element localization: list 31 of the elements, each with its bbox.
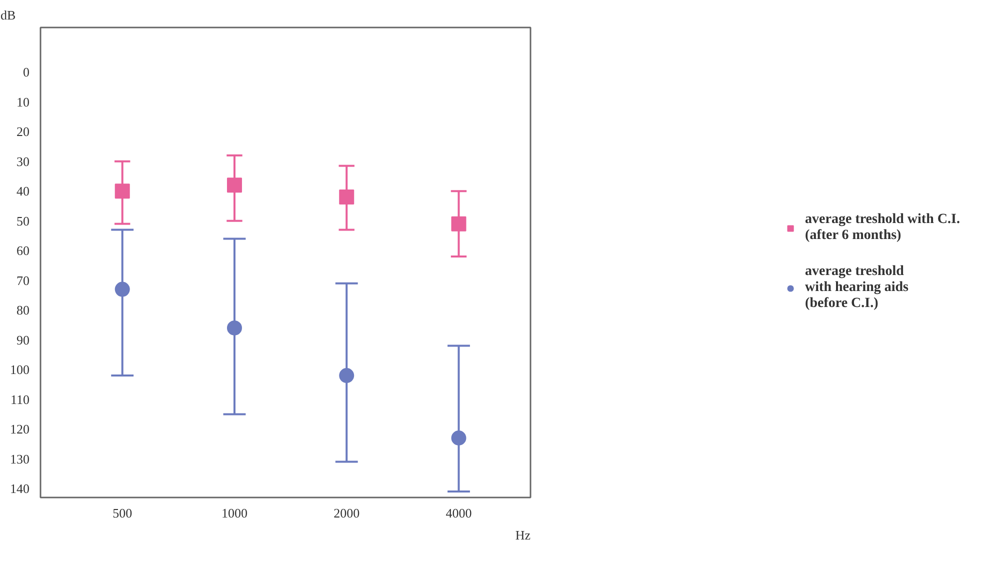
y-tick-label: 140 bbox=[10, 481, 30, 496]
y-tick-label: 60 bbox=[16, 243, 30, 258]
y-tick-label: 70 bbox=[16, 272, 30, 288]
x-tick-label: 500 bbox=[112, 506, 132, 520]
y-tick-label: 10 bbox=[16, 94, 30, 110]
y-tick-label: 50 bbox=[16, 213, 30, 228]
y-tick-label: 100 bbox=[10, 362, 30, 378]
legend-label: average treshold with C.I. (after 6 months) bbox=[805, 212, 960, 244]
y-tick-label: 30 bbox=[16, 154, 30, 169]
y-tick-label: 110 bbox=[10, 392, 30, 407]
point bbox=[451, 216, 466, 232]
y-tick-label: 0 bbox=[23, 64, 30, 80]
x-axis-title: Hz bbox=[515, 528, 531, 542]
x-tick-label: 4000 bbox=[446, 506, 472, 520]
point bbox=[451, 430, 466, 446]
y-tick-label: 40 bbox=[16, 184, 30, 199]
x-tick-label: 2000 bbox=[334, 506, 360, 520]
point bbox=[226, 320, 242, 336]
point bbox=[114, 184, 130, 199]
point bbox=[226, 178, 242, 193]
x-tick-label: 1000 bbox=[221, 506, 248, 520]
point bbox=[339, 368, 354, 384]
point bbox=[114, 282, 130, 297]
y-tick-label: 80 bbox=[16, 302, 30, 318]
y-tick-label: 20 bbox=[16, 124, 30, 140]
y-tick-label: 130 bbox=[10, 451, 30, 466]
y-axis-title: dB bbox=[0, 8, 16, 22]
y-tick-label: 120 bbox=[10, 422, 30, 437]
legend-label: average treshold with hearing aids (before C.I.) bbox=[805, 264, 909, 312]
point bbox=[339, 190, 354, 205]
y-tick-label: 90 bbox=[16, 332, 30, 348]
